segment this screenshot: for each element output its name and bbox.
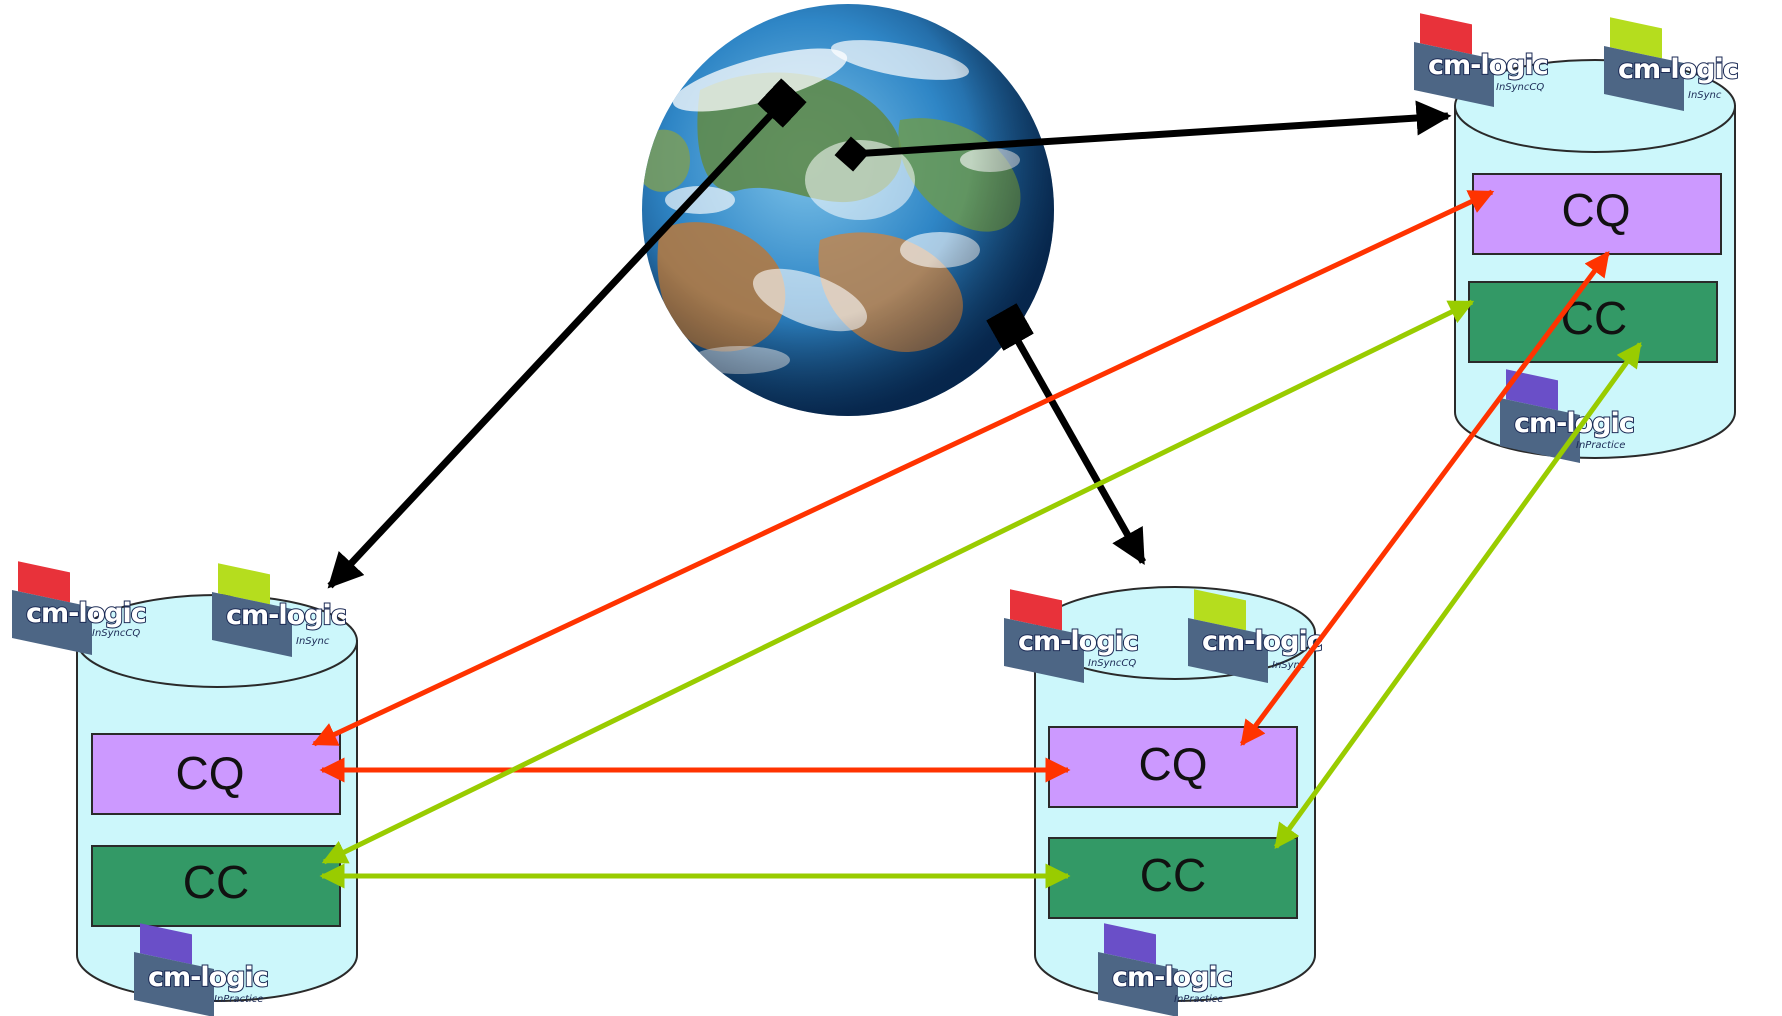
site-right-insync-logo: cm-logic InSync [1604, 17, 1740, 112]
site-middle-cc-box: CC [1048, 837, 1298, 919]
site-right-cq-box: CQ [1472, 173, 1722, 255]
site-middle-cq-box: CQ [1048, 726, 1298, 808]
site-right-cc-box: CC [1468, 281, 1718, 363]
site-left-insynccq-logo: cm-logic InSyncCQ [12, 561, 148, 656]
logo-word: cm-logic [1618, 54, 1738, 85]
logo-word: cm-logic [1428, 50, 1548, 81]
logo-sub: InPractice [1576, 440, 1625, 451]
site-left-cc-label: CC [183, 856, 249, 908]
logo-sub: InSync [296, 636, 330, 647]
logo-word: cm-logic [1202, 626, 1322, 657]
logo-accent-block [1104, 923, 1156, 965]
logo-word: cm-logic [148, 962, 268, 993]
site-middle-inpractice-logo: cm-logic InPractice [1098, 923, 1234, 1016]
globe-to-right-arrow [834, 100, 1452, 172]
logo-accent-block [1420, 13, 1472, 55]
logo-sub: InPractice [214, 994, 263, 1005]
logo-accent-block [140, 923, 192, 965]
site-left-cq-label: CQ [176, 747, 245, 799]
logo-word: cm-logic [1112, 962, 1232, 993]
site-middle-cq-label: CQ [1139, 738, 1208, 790]
site-left-cc-box: CC [91, 845, 341, 927]
logo-sub: InSync [1688, 90, 1722, 101]
site-left-cq-box: CQ [91, 733, 341, 815]
logo-word: cm-logic [26, 598, 146, 629]
site-left-insync-logo: cm-logic InSync [212, 563, 348, 658]
logo-sub: InSyncCQ [1088, 658, 1136, 669]
logo-word: cm-logic [226, 600, 346, 631]
logo-sub: InSyncCQ [1496, 82, 1544, 93]
logo-sub: InSyncCQ [92, 628, 140, 639]
earth-globe-icon [642, 4, 1054, 416]
logo-accent-block [218, 563, 270, 605]
logo-accent-block [1610, 17, 1662, 59]
site-right-insynccq-logo: cm-logic InSyncCQ [1414, 13, 1550, 108]
middle-cc-to-right-cc-arrow [1273, 341, 1643, 850]
site-left-inpractice-logo: cm-logic InPractice [134, 923, 270, 1016]
logo-accent-block [18, 561, 70, 603]
logo-sub: InPractice [1174, 994, 1223, 1005]
site-middle-cc-label: CC [1140, 849, 1206, 901]
site-right-cq-label: CQ [1562, 184, 1631, 236]
logo-word: cm-logic [1018, 626, 1138, 657]
